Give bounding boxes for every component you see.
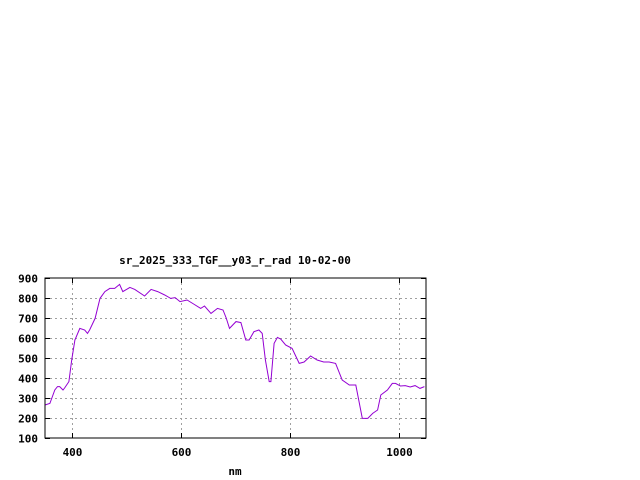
y-tick-label: 500 (18, 353, 38, 366)
x-tick-label: 600 (172, 446, 192, 459)
x-tick-label: 1000 (386, 446, 413, 459)
y-axis: 100 200 300 400 500 600 700 800 900 (18, 273, 426, 446)
y-tick-label: 800 (18, 293, 38, 306)
y-tick-label: 400 (18, 373, 38, 386)
x-axis: 400 600 800 1000 (63, 278, 413, 459)
y-tick-label: 700 (18, 313, 38, 326)
y-tick-label: 300 (18, 393, 38, 406)
series-line (44, 283, 425, 419)
y-tick-label: 900 (18, 273, 38, 286)
y-tick-label: 600 (18, 333, 38, 346)
y-tick-label: 200 (18, 413, 38, 426)
grid (45, 278, 426, 438)
x-axis-label: nm (228, 465, 242, 478)
plot-frame (44, 277, 427, 439)
x-tick-label: 400 (63, 446, 83, 459)
y-tick-label: 100 (18, 433, 38, 446)
chart-title: sr_2025_333_TGF__y03_r_rad 10-02-00 (119, 254, 351, 267)
x-tick-label: 800 (281, 446, 301, 459)
